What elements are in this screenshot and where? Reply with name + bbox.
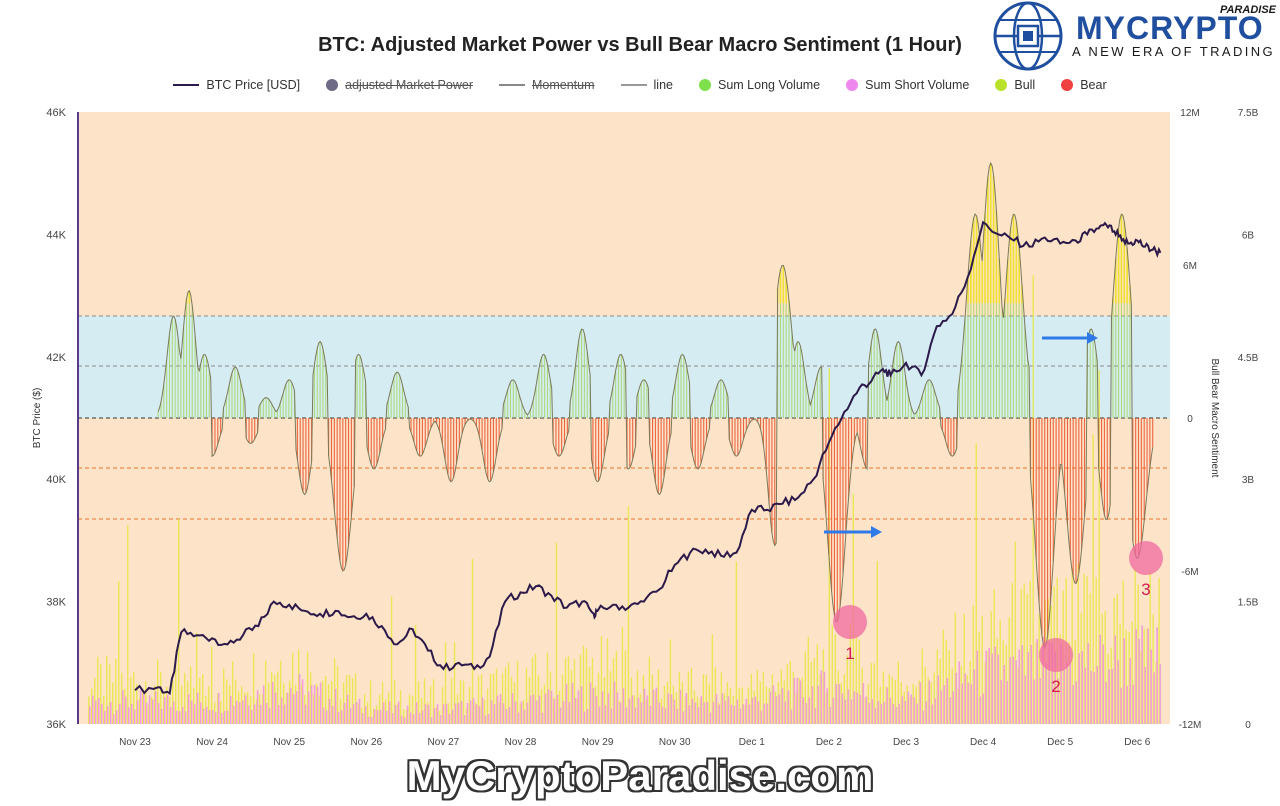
legend-swatch	[173, 84, 200, 86]
y-left-tick-label: 42K	[46, 352, 66, 364]
y-right-volume-tick: 3B	[1242, 475, 1255, 486]
blue-arrow-1-head	[871, 526, 882, 538]
y-right-axis-title: Bull Bear Macro Sentiment	[1209, 359, 1220, 478]
legend-swatch	[620, 84, 647, 86]
x-tick-label: Dec 2	[816, 737, 843, 748]
legend-label: adjusted Market Power	[345, 78, 473, 92]
y-right-sentiment-tick: -6M	[1181, 567, 1198, 578]
y-right-volume-tick: 1.5B	[1238, 598, 1259, 609]
y-left-tick-label: 40K	[46, 474, 66, 486]
legend-label: Momentum	[531, 78, 595, 92]
y-right-volume-tick: 0	[1245, 720, 1251, 731]
marker-circle-3	[1129, 541, 1163, 575]
blue-arrow-2-head	[1087, 332, 1098, 344]
legend-item-2[interactable]: Momentum	[498, 78, 595, 92]
x-tick-label: Nov 27	[428, 737, 460, 748]
globe-icon	[993, 1, 1063, 71]
x-tick-label: Nov 28	[505, 737, 537, 748]
logo-brand-b: CRYPTO	[1126, 10, 1264, 46]
x-tick-label: Dec 5	[1047, 737, 1074, 748]
legend-swatch	[498, 84, 525, 86]
legend-item-5[interactable]: Sum Short Volume	[846, 78, 969, 92]
x-tick-label: Dec 3	[893, 737, 920, 748]
logo-tagline: A NEW ERA OF TRADING	[1072, 44, 1276, 59]
legend-label: BTC Price [USD]	[206, 78, 301, 92]
y-left-axis-title: BTC Price ($)	[32, 388, 43, 449]
x-tick-label: Nov 24	[196, 737, 228, 748]
legend-label: Bull	[1014, 78, 1036, 92]
x-tick-label: Nov 25	[273, 737, 305, 748]
y-left-tick-label: 44K	[46, 229, 66, 241]
chart-legend: BTC Price [USD] adjusted Market Power Mome…	[0, 78, 1280, 92]
marker-circle-1	[833, 605, 867, 639]
legend-swatch	[846, 79, 859, 91]
legend-item-6[interactable]: Bull	[995, 78, 1035, 92]
logo-brand: MYCRYPTO	[1076, 10, 1264, 47]
y-left-tick-label: 38K	[46, 597, 66, 609]
watermark-text: MyCryptoParadise.com	[406, 752, 874, 799]
y-right-volume-tick: 6B	[1242, 230, 1255, 241]
x-tick-label: Dec 1	[739, 737, 766, 748]
legend-label: line	[653, 78, 673, 92]
x-tick-label: Dec 4	[970, 737, 997, 748]
y-right-volume-tick: 7.5B	[1238, 108, 1259, 119]
legend-swatch	[326, 79, 339, 91]
sentiment-line	[157, 161, 1154, 649]
marker-label-2: 2	[1051, 677, 1060, 696]
x-tick-label: Nov 26	[350, 737, 382, 748]
y-right-sentiment-tick: 0	[1187, 414, 1193, 425]
legend-label: Sum Short Volume	[865, 78, 970, 92]
marker-label-3: 3	[1141, 580, 1150, 599]
x-tick-label: Dec 6	[1124, 737, 1151, 748]
x-tick-label: Nov 29	[582, 737, 614, 748]
y-right-sentiment-tick: -12M	[1179, 720, 1202, 731]
legend-label: Bear	[1080, 78, 1107, 92]
marker-label-1: 1	[845, 644, 854, 663]
brand-logo: PARADISE MYCRYPTO A NEW ERA OF TRADING	[990, 0, 1280, 74]
x-tick-label: Nov 23	[119, 737, 151, 748]
marker-circle-2	[1039, 638, 1073, 672]
legend-item-4[interactable]: Sum Long Volume	[698, 78, 821, 92]
y-left-tick-label: 36K	[46, 719, 66, 731]
y-right-sentiment-tick: 12M	[1180, 108, 1199, 119]
legend-item-3[interactable]: line	[620, 78, 673, 92]
x-tick-label: Nov 30	[659, 737, 691, 748]
logo-brand-a: MY	[1076, 10, 1126, 46]
chart-title: BTC: Adjusted Market Power vs Bull Bear …	[318, 34, 962, 56]
legend-swatch	[1061, 79, 1074, 91]
y-right-sentiment-tick: 6M	[1183, 261, 1197, 272]
legend-item-7[interactable]: Bear	[1061, 78, 1107, 92]
y-right-volume-tick: 4.5B	[1238, 353, 1259, 364]
legend-item-1[interactable]: adjusted Market Power	[326, 78, 473, 92]
btc-price-line	[134, 220, 1162, 696]
y-left-tick-label: 46K	[46, 107, 66, 119]
legend-label: Sum Long Volume	[717, 78, 821, 92]
logo-paradise: PARADISE	[1219, 4, 1276, 16]
legend-item-0[interactable]: BTC Price [USD]	[173, 78, 300, 92]
legend-swatch	[995, 79, 1008, 91]
legend-swatch	[698, 79, 711, 91]
